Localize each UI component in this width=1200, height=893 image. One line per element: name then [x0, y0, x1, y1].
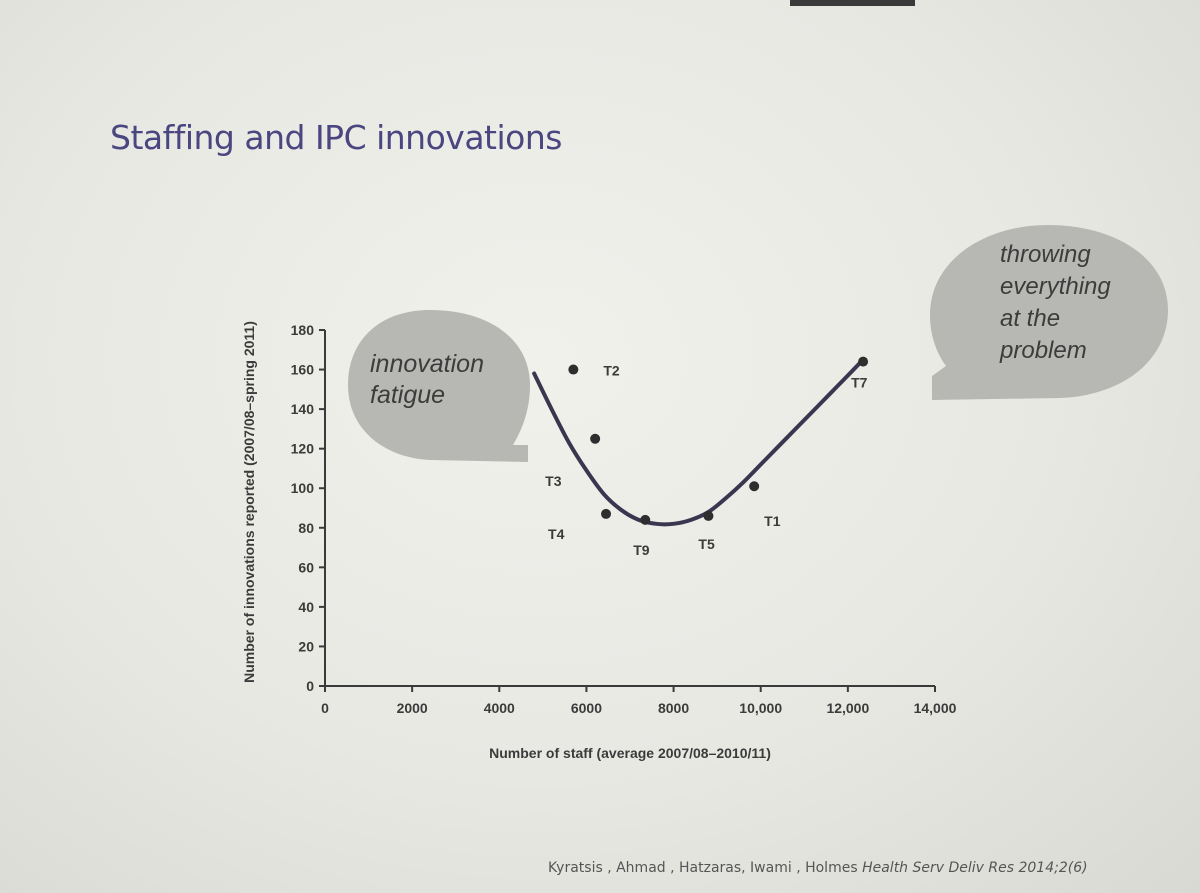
data-point-t1 [749, 481, 760, 492]
y-tick-label: 180 [291, 322, 315, 338]
x-tick-label: 14,000 [914, 700, 957, 716]
y-tick-label: 40 [298, 599, 314, 615]
x-tick-label: 6000 [571, 700, 602, 716]
y-axis-ticks: 0 20 40 60 80 100 120 140 160 180 [291, 322, 325, 694]
data-point-t2 [568, 364, 579, 375]
y-tick-label: 100 [291, 480, 315, 496]
throwing-everything-callout: throwing everything at the problem [930, 225, 1168, 400]
data-point-labels: T2 T3 T4 T9 T5 T1 T7 [545, 363, 868, 558]
data-point-t9 [640, 514, 651, 525]
data-point-t4 [601, 508, 612, 519]
y-tick-label: 120 [291, 441, 315, 457]
point-label-t7: T7 [851, 375, 868, 391]
y-axis-label: Number of innovations reported (2007/08–… [241, 321, 257, 683]
y-tick-label: 140 [291, 401, 315, 417]
slide-title: Staffing and IPC innovations [110, 118, 562, 157]
point-label-t9: T9 [633, 542, 650, 558]
x-axis-ticks: 0 2000 4000 6000 8000 10,000 12,000 14,000 [321, 686, 957, 716]
data-point-t7 [858, 356, 869, 367]
x-axis-label: Number of staff (average 2007/08–2010/11… [489, 745, 771, 761]
data-points [568, 356, 869, 525]
right-callout-line-4: problem [999, 337, 1087, 364]
data-point-t5 [703, 510, 714, 521]
left-callout-bubble [348, 310, 530, 462]
x-tick-label: 10,000 [739, 700, 782, 716]
y-tick-label: 60 [298, 559, 314, 575]
left-callout-line-2: fatigue [370, 381, 445, 409]
right-callout-line-3: at the [1000, 305, 1060, 332]
point-label-t4: T4 [548, 526, 565, 542]
right-callout-line-1: throwing [1000, 241, 1091, 268]
left-callout-line-1: innovation [370, 350, 484, 378]
citation-authors: Kyratsis , Ahmad , Hatzaras, Iwami , Hol… [548, 860, 858, 876]
x-tick-label: 12,000 [826, 700, 869, 716]
citation: Kyratsis , Ahmad , Hatzaras, Iwami , Hol… [548, 860, 1088, 876]
point-label-t2: T2 [603, 363, 620, 379]
projector-edge-bar [790, 0, 915, 6]
y-tick-label: 160 [291, 362, 315, 378]
innovation-fatigue-callout: innovation fatigue [348, 310, 530, 462]
x-tick-label: 2000 [397, 700, 428, 716]
point-label-t5: T5 [698, 536, 715, 552]
data-point-t3 [590, 433, 601, 444]
x-tick-label: 4000 [484, 700, 515, 716]
citation-journal: Health Serv Deliv Res 2014;2(6) [862, 860, 1088, 876]
x-tick-label: 8000 [658, 700, 689, 716]
x-tick-label: 0 [321, 700, 329, 716]
right-callout-line-2: everything [1000, 273, 1111, 300]
point-label-t3: T3 [545, 473, 562, 489]
y-tick-label: 20 [298, 638, 314, 654]
trend-curve [532, 357, 866, 527]
y-tick-label: 80 [298, 520, 314, 536]
point-label-t1: T1 [764, 513, 781, 529]
y-tick-label: 0 [306, 678, 314, 694]
right-callout-bubble [930, 225, 1168, 400]
